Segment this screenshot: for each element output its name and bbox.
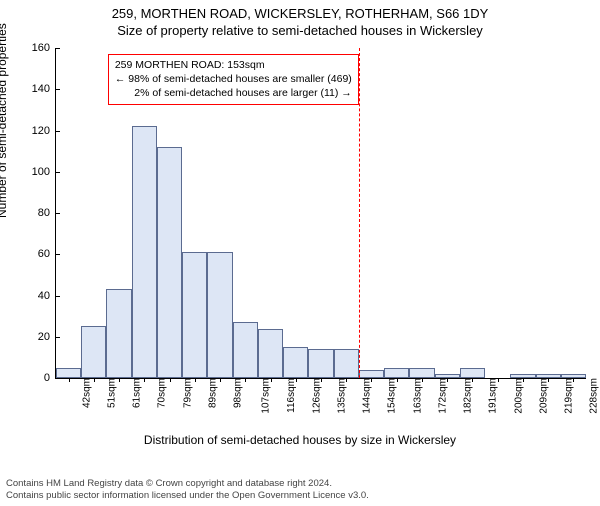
histogram-bar <box>460 368 485 378</box>
chart-container: Number of semi-detached properties 02040… <box>0 38 600 458</box>
x-tick-mark <box>346 378 347 382</box>
x-tick-mark <box>195 378 196 382</box>
x-tick-label: 154sqm <box>381 378 398 414</box>
x-tick-mark <box>69 378 70 382</box>
x-tick-mark <box>447 378 448 382</box>
y-tick: 60 <box>20 248 56 260</box>
y-tick: 100 <box>20 166 56 178</box>
x-tick-label: 144sqm <box>356 378 373 414</box>
x-tick-mark <box>548 378 549 382</box>
y-tick: 40 <box>20 290 56 302</box>
x-tick-label: 42sqm <box>75 378 92 408</box>
x-tick-mark <box>119 378 120 382</box>
y-tick: 20 <box>20 331 56 343</box>
x-tick-label: 116sqm <box>279 378 296 413</box>
x-tick-label: 51sqm <box>100 378 117 408</box>
histogram-bar <box>132 126 157 378</box>
x-tick-label: 163sqm <box>406 378 423 414</box>
histogram-bar <box>359 370 384 378</box>
x-tick-label: 107sqm <box>255 378 272 414</box>
x-axis-label: Distribution of semi-detached houses by … <box>0 433 600 447</box>
x-tick-mark <box>397 378 398 382</box>
y-axis-label: Number of semi-detached properties <box>0 23 9 218</box>
x-tick-label: 89sqm <box>201 378 218 408</box>
histogram-bar <box>106 289 131 378</box>
x-tick-label: 191sqm <box>482 378 499 414</box>
x-tick-label: 182sqm <box>456 378 473 414</box>
x-tick-mark <box>170 378 171 382</box>
indicator-line <box>359 48 360 378</box>
annotation-line: ← 98% of semi-detached houses are smalle… <box>115 72 352 86</box>
x-tick-mark <box>573 378 574 382</box>
x-tick-mark <box>271 378 272 382</box>
x-tick-label: 70sqm <box>151 378 168 408</box>
x-tick-label: 209sqm <box>532 378 549 414</box>
x-tick-mark <box>144 378 145 382</box>
histogram-bar <box>56 368 81 378</box>
histogram-bar <box>409 368 434 378</box>
footer-line2: Contains public sector information licen… <box>6 490 369 502</box>
plot-area: 02040608010012014016042sqm51sqm61sqm70sq… <box>55 48 586 379</box>
x-tick-label: 200sqm <box>507 378 524 414</box>
x-tick-mark <box>94 378 95 382</box>
page-title-line2: Size of property relative to semi-detach… <box>0 23 600 38</box>
x-tick-mark <box>472 378 473 382</box>
histogram-bar <box>384 368 409 378</box>
page-title-line1: 259, MORTHEN ROAD, WICKERSLEY, ROTHERHAM… <box>0 6 600 21</box>
y-tick: 0 <box>20 372 56 384</box>
x-tick-label: 61sqm <box>126 378 143 408</box>
footer-attribution: Contains HM Land Registry data © Crown c… <box>6 478 369 502</box>
x-tick-label: 126sqm <box>305 378 322 414</box>
histogram-bar <box>283 347 308 378</box>
x-tick-label: 98sqm <box>227 378 244 408</box>
x-tick-mark <box>321 378 322 382</box>
histogram-bar <box>308 349 333 378</box>
histogram-bar <box>81 326 106 378</box>
y-tick: 120 <box>20 125 56 137</box>
histogram-bar <box>233 322 258 378</box>
x-tick-mark <box>245 378 246 382</box>
x-tick-mark <box>523 378 524 382</box>
x-tick-mark <box>422 378 423 382</box>
histogram-bar <box>182 252 207 378</box>
x-tick-mark <box>498 378 499 382</box>
y-tick: 160 <box>20 42 56 54</box>
x-tick-mark <box>220 378 221 382</box>
histogram-bar <box>157 147 182 378</box>
x-tick-label: 228sqm <box>583 378 600 414</box>
x-tick-label: 172sqm <box>431 378 448 414</box>
y-tick: 140 <box>20 83 56 95</box>
annotation-line: 2% of semi-detached houses are larger (1… <box>115 86 352 100</box>
histogram-bar <box>258 329 283 379</box>
y-tick: 80 <box>20 207 56 219</box>
x-tick-mark <box>296 378 297 382</box>
annotation-line: 259 MORTHEN ROAD: 153sqm <box>115 58 352 72</box>
footer-line1: Contains HM Land Registry data © Crown c… <box>6 478 369 490</box>
histogram-bar <box>334 349 359 378</box>
x-tick-label: 79sqm <box>176 378 193 408</box>
histogram-bar <box>207 252 232 378</box>
x-tick-mark <box>371 378 372 382</box>
x-tick-label: 219sqm <box>557 378 574 414</box>
annotation-box: 259 MORTHEN ROAD: 153sqm← 98% of semi-de… <box>108 54 359 105</box>
x-tick-label: 135sqm <box>330 378 347 414</box>
